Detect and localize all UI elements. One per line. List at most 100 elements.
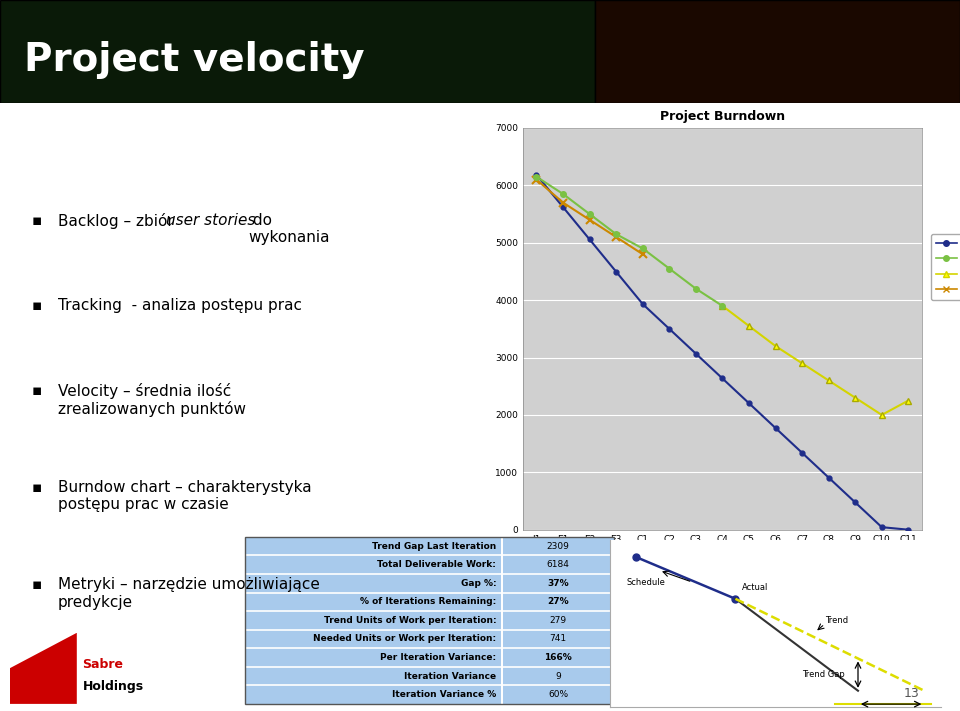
Title: Project Burndown: Project Burndown bbox=[660, 109, 785, 122]
Trend bbox=[743, 321, 755, 330]
Actual bbox=[584, 210, 595, 218]
Text: Schedule: Schedule bbox=[626, 577, 665, 587]
Scheduled bbox=[716, 374, 728, 383]
Legend: Scheduled, Actual, Trend, Planned: Scheduled, Actual, Trend, Planned bbox=[931, 234, 960, 299]
Trend bbox=[716, 301, 728, 310]
Scheduled bbox=[902, 525, 914, 534]
Text: Holdings: Holdings bbox=[83, 680, 144, 693]
Actual bbox=[611, 230, 622, 238]
Bar bbox=[502, 630, 614, 648]
Text: 166%: 166% bbox=[544, 653, 572, 662]
Text: 13: 13 bbox=[904, 687, 920, 700]
Text: ▪: ▪ bbox=[32, 383, 42, 397]
Text: Iteration Variance: Iteration Variance bbox=[404, 672, 496, 680]
Text: Burndow chart – charakterystyka
postępu prac w czasie: Burndow chart – charakterystyka postępu … bbox=[58, 480, 311, 513]
Trend bbox=[876, 411, 887, 419]
Bar bbox=[245, 555, 502, 574]
Scheduled bbox=[531, 171, 542, 179]
Bar bbox=[245, 630, 502, 648]
Planned bbox=[557, 198, 568, 207]
Planned bbox=[531, 176, 542, 184]
Text: Metryki – narzędzie umożliwiające
predykcje: Metryki – narzędzie umożliwiające predyk… bbox=[58, 577, 320, 609]
Text: user stories: user stories bbox=[166, 213, 255, 228]
Actual bbox=[557, 190, 568, 198]
Line: Trend: Trend bbox=[719, 302, 912, 418]
Line: Actual: Actual bbox=[534, 174, 725, 309]
Text: Per Iteration Variance:: Per Iteration Variance: bbox=[380, 653, 496, 662]
Planned bbox=[637, 250, 649, 259]
Scheduled bbox=[743, 399, 755, 407]
Scheduled bbox=[557, 203, 568, 211]
Trend bbox=[796, 359, 807, 368]
Bar bbox=[502, 685, 614, 704]
Actual bbox=[637, 245, 649, 253]
Text: Trend Units of Work per Iteration:: Trend Units of Work per Iteration: bbox=[324, 616, 496, 625]
Planned bbox=[611, 232, 622, 241]
Bar bbox=[502, 667, 614, 685]
Scheduled bbox=[850, 498, 861, 507]
Text: Gap %:: Gap %: bbox=[461, 579, 496, 588]
Text: ▪: ▪ bbox=[32, 213, 42, 228]
Text: Iteration Variance %: Iteration Variance % bbox=[392, 690, 496, 699]
Planned bbox=[584, 215, 595, 224]
Scheduled bbox=[584, 235, 595, 244]
Bar bbox=[245, 611, 502, 630]
Scheduled bbox=[876, 523, 887, 531]
Text: 6184: 6184 bbox=[546, 560, 569, 569]
Text: Velocity – średnia ilość
zrealizowanych punktów: Velocity – średnia ilość zrealizowanych … bbox=[58, 383, 246, 417]
Text: ▪: ▪ bbox=[32, 577, 42, 592]
Actual bbox=[663, 264, 675, 273]
Text: Sabre: Sabre bbox=[83, 658, 124, 671]
Bar bbox=[245, 537, 502, 555]
Line: Scheduled: Scheduled bbox=[534, 172, 911, 532]
Bar bbox=[502, 611, 614, 630]
Bar bbox=[245, 574, 502, 592]
Scheduled bbox=[663, 324, 675, 333]
Actual bbox=[531, 173, 542, 181]
Trend bbox=[850, 393, 861, 402]
Scheduled bbox=[823, 474, 834, 482]
Text: 37%: 37% bbox=[547, 579, 569, 588]
Text: 2309: 2309 bbox=[546, 542, 569, 550]
Actual bbox=[716, 301, 728, 310]
Scheduled bbox=[611, 267, 622, 276]
Text: Needed Units or Work per Iteration:: Needed Units or Work per Iteration: bbox=[313, 634, 496, 643]
Text: Tracking  - analiza postępu prac: Tracking - analiza postępu prac bbox=[58, 298, 301, 313]
Text: do
wykonania: do wykonania bbox=[248, 213, 329, 245]
Trend bbox=[902, 396, 914, 405]
Bar bbox=[245, 648, 502, 667]
Text: Actual: Actual bbox=[742, 582, 768, 592]
Text: Total Deliverable Work:: Total Deliverable Work: bbox=[377, 560, 496, 569]
Bar bbox=[502, 648, 614, 667]
Line: Planned: Planned bbox=[532, 176, 647, 258]
Text: Project velocity: Project velocity bbox=[24, 41, 365, 79]
Text: % of Iterations Remaining:: % of Iterations Remaining: bbox=[360, 597, 496, 606]
Text: Trend Gap: Trend Gap bbox=[802, 670, 845, 679]
Bar bbox=[502, 537, 614, 555]
Text: 9: 9 bbox=[555, 672, 561, 680]
Text: 279: 279 bbox=[549, 616, 566, 625]
Text: Trend Gap Last Iteration: Trend Gap Last Iteration bbox=[372, 542, 496, 550]
Bar bbox=[245, 685, 502, 704]
Bar bbox=[502, 592, 614, 611]
Polygon shape bbox=[10, 633, 77, 704]
Text: 27%: 27% bbox=[547, 597, 569, 606]
FancyBboxPatch shape bbox=[0, 0, 595, 103]
Bar bbox=[502, 555, 614, 574]
Scheduled bbox=[637, 300, 649, 309]
Text: ▪: ▪ bbox=[32, 480, 42, 495]
Scheduled bbox=[690, 349, 702, 358]
Actual bbox=[690, 284, 702, 293]
Bar bbox=[502, 574, 614, 592]
Text: 60%: 60% bbox=[548, 690, 568, 699]
Text: 741: 741 bbox=[549, 634, 566, 643]
Bar bbox=[245, 667, 502, 685]
Trend bbox=[770, 342, 781, 351]
Trend bbox=[823, 376, 834, 385]
Text: ▪: ▪ bbox=[32, 298, 42, 313]
Text: Trend: Trend bbox=[825, 616, 848, 625]
Scheduled bbox=[770, 424, 781, 432]
Bar bbox=[245, 592, 502, 611]
X-axis label: Iteration: Iteration bbox=[695, 549, 750, 559]
FancyBboxPatch shape bbox=[595, 0, 960, 103]
